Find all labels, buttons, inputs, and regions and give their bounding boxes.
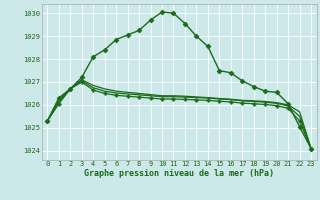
X-axis label: Graphe pression niveau de la mer (hPa): Graphe pression niveau de la mer (hPa) — [84, 169, 274, 178]
